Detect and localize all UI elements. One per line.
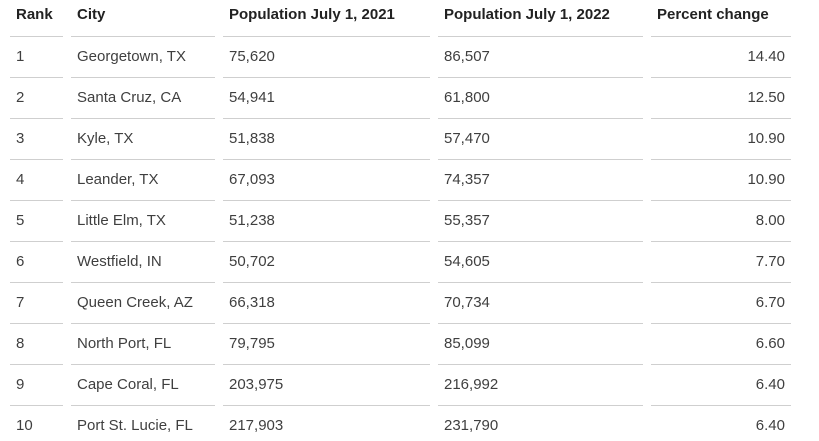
cell-percent-change: 14.40 [651, 37, 791, 78]
cell-pop-2021: 51,838 [223, 119, 430, 160]
cell-percent-change: 6.70 [651, 283, 791, 324]
cell-percent-change: 8.00 [651, 201, 791, 242]
cell-rank: 3 [10, 119, 63, 160]
cell-city: Queen Creek, AZ [71, 283, 215, 324]
column-header-pop-2022: Population July 1, 2022 [438, 0, 643, 37]
population-change-table: Rank City Population July 1, 2021 Popula… [2, 0, 799, 441]
cell-pop-2022: 86,507 [438, 37, 643, 78]
cell-rank: 8 [10, 324, 63, 365]
cell-percent-change: 7.70 [651, 242, 791, 283]
cell-rank: 5 [10, 201, 63, 242]
cell-city: Leander, TX [71, 160, 215, 201]
table-row: 1 Georgetown, TX 75,620 86,507 14.40 [10, 37, 791, 78]
cell-rank: 2 [10, 78, 63, 119]
cell-pop-2022: 61,800 [438, 78, 643, 119]
table-row: 2 Santa Cruz, CA 54,941 61,800 12.50 [10, 78, 791, 119]
table-row: 4 Leander, TX 67,093 74,357 10.90 [10, 160, 791, 201]
cell-pop-2022: 85,099 [438, 324, 643, 365]
cell-rank: 4 [10, 160, 63, 201]
cell-pop-2021: 75,620 [223, 37, 430, 78]
cell-percent-change: 6.60 [651, 324, 791, 365]
cell-city: Little Elm, TX [71, 201, 215, 242]
column-header-rank: Rank [10, 0, 63, 37]
cell-city: Cape Coral, FL [71, 365, 215, 406]
cell-pop-2022: 74,357 [438, 160, 643, 201]
column-header-pop-2021: Population July 1, 2021 [223, 0, 430, 37]
cell-percent-change: 12.50 [651, 78, 791, 119]
cell-pop-2021: 67,093 [223, 160, 430, 201]
table-header: Rank City Population July 1, 2021 Popula… [10, 0, 791, 37]
cell-rank: 1 [10, 37, 63, 78]
cell-pop-2021: 217,903 [229, 417, 284, 434]
table-row: 5 Little Elm, TX 51,238 55,357 8.00 [10, 201, 791, 242]
cell-pop-2022: 231,790 [444, 417, 499, 434]
table-row: 7 Queen Creek, AZ 66,318 70,734 6.70 [10, 283, 791, 324]
cell-rank: 10 [16, 417, 33, 434]
cell-pop-2021: 66,318 [223, 283, 430, 324]
header-row: Rank City Population July 1, 2021 Popula… [10, 0, 791, 37]
cell-rank: 6 [10, 242, 63, 283]
column-header-city: City [71, 0, 215, 37]
cell-city: North Port, FL [71, 324, 215, 365]
cell-rank: 7 [10, 283, 63, 324]
cell-pop-2021: 203,975 [223, 365, 430, 406]
cell-city: Santa Cruz, CA [71, 78, 215, 119]
cell-pop-2022: 70,734 [438, 283, 643, 324]
cell-percent-change: 6.40 [755, 417, 785, 434]
cell-city: Kyle, TX [71, 119, 215, 160]
cell-pop-2021: 50,702 [223, 242, 430, 283]
cell-city: Georgetown, TX [71, 37, 215, 78]
cell-percent-change: 6.40 [651, 365, 791, 406]
table-row: 10 Port St. Lucie, FL 217,903 231,790 6.… [10, 406, 791, 441]
cell-pop-2021: 51,238 [223, 201, 430, 242]
table-body: 1 Georgetown, TX 75,620 86,507 14.40 2 S… [10, 37, 791, 441]
cell-percent-change: 10.90 [651, 119, 791, 160]
cell-city: Port St. Lucie, FL [77, 417, 193, 434]
cell-percent-change: 10.90 [651, 160, 791, 201]
cell-rank: 9 [10, 365, 63, 406]
cell-pop-2022: 57,470 [438, 119, 643, 160]
cell-city: Westfield, IN [71, 242, 215, 283]
column-header-percent-change: Percent change [651, 0, 791, 37]
table-row: 9 Cape Coral, FL 203,975 216,992 6.40 [10, 365, 791, 406]
cell-pop-2022: 216,992 [438, 365, 643, 406]
cell-pop-2021: 54,941 [223, 78, 430, 119]
cell-pop-2022: 54,605 [438, 242, 643, 283]
table-row: 6 Westfield, IN 50,702 54,605 7.70 [10, 242, 791, 283]
table-row: 8 North Port, FL 79,795 85,099 6.60 [10, 324, 791, 365]
cell-pop-2022: 55,357 [438, 201, 643, 242]
cell-pop-2021: 79,795 [223, 324, 430, 365]
table-row: 3 Kyle, TX 51,838 57,470 10.90 [10, 119, 791, 160]
